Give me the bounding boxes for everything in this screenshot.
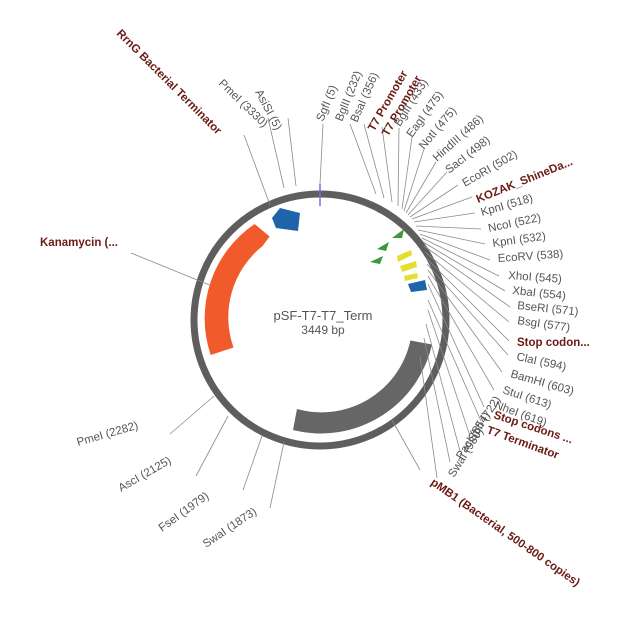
leader-lines — [130, 117, 511, 509]
site-label-xhoi-545: XhoI (545) — [508, 270, 563, 286]
site-label-kpni-532: KpnI (532) — [492, 231, 547, 250]
feature-label-pmb1: pMB1 (Bacterial, 500-800 copies) — [428, 477, 582, 590]
site-label-swai-980: SwaI (980) — [446, 426, 486, 480]
plasmid-name: pSF-T7-T7_Term — [274, 308, 373, 323]
stop-codon-2-feature[interactable] — [400, 261, 417, 272]
feature-label-stop-1: Stop codon... — [517, 337, 590, 349]
stop-codon-1-feature[interactable] — [397, 250, 412, 262]
site-label-pmei-2282: PmeI (2282) — [76, 420, 140, 449]
rrng-terminator-feature[interactable] — [272, 208, 300, 231]
site-label-asci-2125: AscI (2125) — [117, 455, 174, 495]
stop-codon-3-feature[interactable] — [404, 273, 418, 281]
feature-label-kanamycin: Kanamycin (... — [40, 237, 118, 249]
site-label-fsei-1979: FseI (1979) — [157, 490, 212, 534]
t7-promoter-2-feature[interactable] — [377, 242, 389, 251]
t7-promoter-1-feature[interactable] — [392, 229, 404, 238]
site-label-clai-594: ClaI (594) — [515, 351, 567, 373]
site-label-swai-1873: SwaI (1873) — [201, 506, 259, 551]
site-label-xbai-554: XbaI (554) — [512, 285, 567, 303]
plasmid-size: 3449 bp — [301, 323, 345, 337]
pmb1-feature[interactable] — [293, 340, 432, 434]
feature-label-rrng: RrnG Bacterial Terminator — [114, 28, 224, 138]
site-label-bsgi-577: BsgI (577) — [517, 315, 571, 334]
kozak-feature[interactable] — [370, 256, 383, 264]
t7-terminator-feature[interactable] — [408, 280, 427, 292]
site-label-ecorv-538: EcoRV (538) — [497, 248, 563, 265]
kanamycin-feature[interactable] — [204, 224, 270, 355]
